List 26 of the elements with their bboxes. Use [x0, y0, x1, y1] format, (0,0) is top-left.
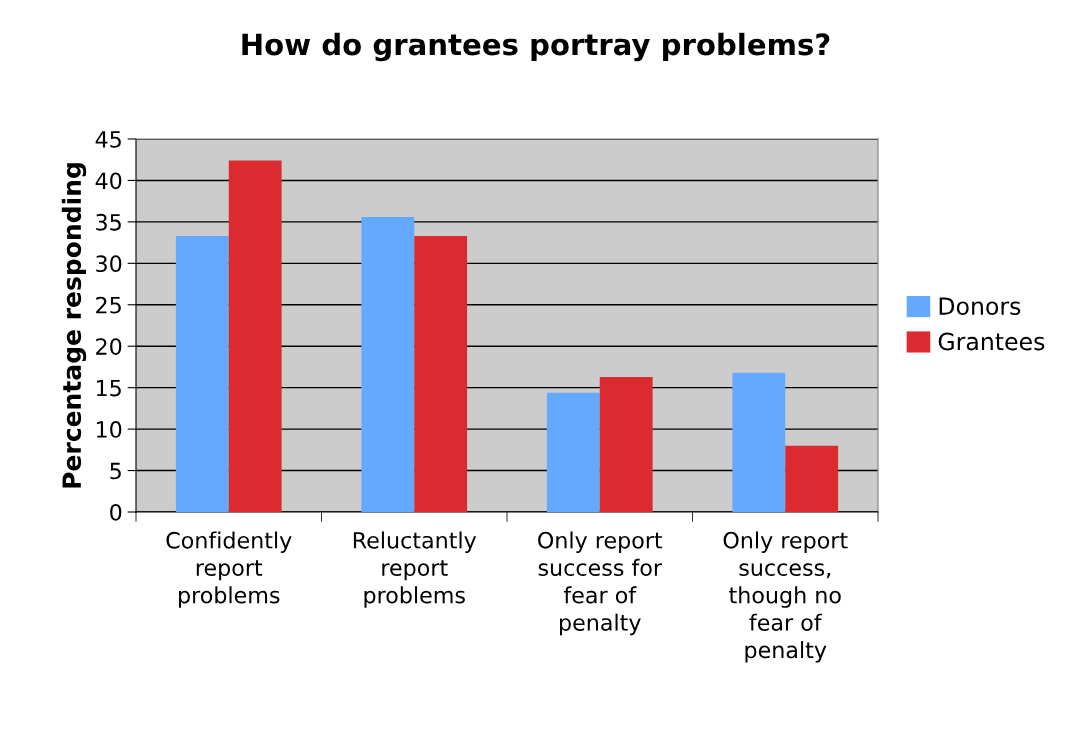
- bar: [175, 235, 229, 512]
- y-tick-label: 30: [96, 255, 122, 273]
- bar: [546, 392, 600, 512]
- y-tick-label: 5: [110, 462, 121, 480]
- y-tick-label: 10: [96, 421, 122, 438]
- bar: [414, 235, 468, 512]
- x-tick-label: Reluctantly report problems: [353, 531, 477, 608]
- legend-label: Donors: [939, 297, 1021, 316]
- y-tick-label: 25: [96, 296, 121, 314]
- bar: [785, 445, 839, 512]
- bar: [599, 376, 653, 512]
- bar: [228, 160, 282, 512]
- chart-title: How do grantees portray problems?: [242, 32, 830, 62]
- y-tick-label: 35: [96, 213, 121, 231]
- y-tick-label: 45: [95, 131, 121, 148]
- bar: [732, 372, 786, 512]
- y-axis-title: Percentage responding: [61, 163, 87, 488]
- y-tick-label: 15: [96, 379, 121, 397]
- y-tick-label: 0: [110, 503, 122, 521]
- y-tick-label: 40: [95, 172, 122, 190]
- y-tick-label: 20: [96, 338, 122, 355]
- legend-label: Grantees: [938, 332, 1045, 351]
- x-tick-label: Only report success, though no fear of penalty: [723, 531, 848, 663]
- bar: [361, 216, 415, 512]
- x-tick-label: Confidently report problems: [166, 531, 292, 608]
- x-tick-label: Only report success for fear of penalty: [538, 531, 663, 636]
